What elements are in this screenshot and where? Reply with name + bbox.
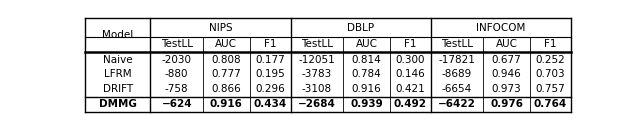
Text: DRIFT: DRIFT xyxy=(102,84,132,94)
Text: TestLL: TestLL xyxy=(161,39,193,49)
Text: DMMG: DMMG xyxy=(99,99,137,109)
Text: 0.703: 0.703 xyxy=(536,70,565,79)
Text: AUC: AUC xyxy=(355,39,378,49)
Text: 0.177: 0.177 xyxy=(255,55,285,64)
Text: 0.808: 0.808 xyxy=(211,55,241,64)
Text: 0.916: 0.916 xyxy=(210,99,243,109)
Text: 0.916: 0.916 xyxy=(351,84,381,94)
Text: 0.777: 0.777 xyxy=(211,70,241,79)
Text: F1: F1 xyxy=(264,39,276,49)
Text: 0.866: 0.866 xyxy=(211,84,241,94)
Text: 0.939: 0.939 xyxy=(350,99,383,109)
Text: 0.252: 0.252 xyxy=(536,55,565,64)
Text: −2684: −2684 xyxy=(298,99,336,109)
Text: -880: -880 xyxy=(165,70,188,79)
Text: 0.973: 0.973 xyxy=(492,84,522,94)
Text: 0.296: 0.296 xyxy=(255,84,285,94)
Text: 0.814: 0.814 xyxy=(351,55,381,64)
Text: Model: Model xyxy=(102,30,133,40)
Text: 0.757: 0.757 xyxy=(536,84,565,94)
Text: 0.946: 0.946 xyxy=(492,70,522,79)
Text: INFOCOM: INFOCOM xyxy=(476,23,525,33)
Text: NIPS: NIPS xyxy=(209,23,232,33)
Text: -758: -758 xyxy=(165,84,189,94)
Text: 0.976: 0.976 xyxy=(490,99,523,109)
Text: 0.492: 0.492 xyxy=(394,99,427,109)
Text: 0.300: 0.300 xyxy=(396,55,425,64)
Text: -2030: -2030 xyxy=(162,55,192,64)
Text: Naive: Naive xyxy=(103,55,132,64)
Text: -8689: -8689 xyxy=(442,70,472,79)
Text: AUC: AUC xyxy=(215,39,237,49)
Text: 0.784: 0.784 xyxy=(351,70,381,79)
Text: 0.764: 0.764 xyxy=(534,99,567,109)
Text: 0.677: 0.677 xyxy=(492,55,522,64)
Text: LFRM: LFRM xyxy=(104,70,132,79)
Text: −6422: −6422 xyxy=(438,99,476,109)
Text: AUC: AUC xyxy=(495,39,518,49)
Text: 0.195: 0.195 xyxy=(255,70,285,79)
Text: -3783: -3783 xyxy=(302,70,332,79)
Text: TestLL: TestLL xyxy=(301,39,333,49)
Text: -3108: -3108 xyxy=(302,84,332,94)
Text: F1: F1 xyxy=(404,39,417,49)
Text: 0.146: 0.146 xyxy=(396,70,425,79)
Text: DBLP: DBLP xyxy=(348,23,374,33)
Text: F1: F1 xyxy=(544,39,557,49)
Text: -17821: -17821 xyxy=(438,55,476,64)
Text: 0.434: 0.434 xyxy=(253,99,287,109)
Text: -12051: -12051 xyxy=(298,55,335,64)
Text: TestLL: TestLL xyxy=(441,39,473,49)
Text: −624: −624 xyxy=(161,99,192,109)
Text: 0.421: 0.421 xyxy=(396,84,425,94)
Text: -6654: -6654 xyxy=(442,84,472,94)
